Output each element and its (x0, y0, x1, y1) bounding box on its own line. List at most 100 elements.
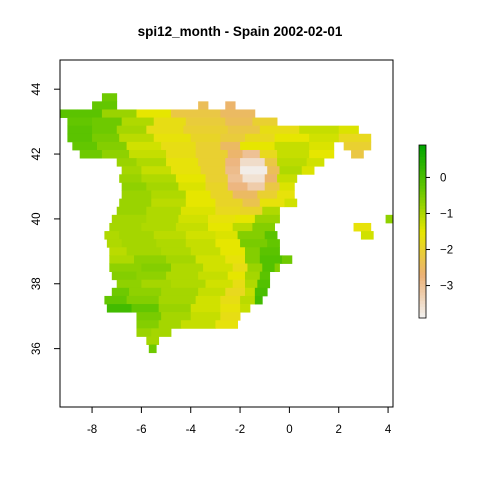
raster-cell (220, 312, 241, 321)
raster-cell (309, 133, 340, 143)
raster-cell (136, 271, 167, 281)
raster-cell (240, 158, 266, 167)
raster-cell (227, 174, 243, 183)
raster-cell (111, 287, 130, 297)
raster-cell (180, 206, 216, 216)
raster-cell (106, 304, 132, 313)
raster-cell (220, 133, 246, 143)
raster-cell (277, 158, 308, 167)
colorbar-swatch (419, 228, 426, 232)
raster-cell (259, 198, 285, 208)
raster-cell (153, 117, 187, 127)
raster-cell (166, 255, 197, 264)
x-tick-label: -4 (186, 424, 197, 436)
raster-cell (215, 231, 238, 240)
raster-cell (232, 263, 248, 273)
raster-cell (185, 198, 216, 208)
raster-cell (134, 255, 167, 264)
colorbar-swatch (419, 153, 426, 158)
raster-cell (119, 231, 155, 240)
colorbar-swatch (419, 165, 426, 169)
raster-cell (190, 304, 221, 313)
colorbar-swatch (419, 185, 426, 189)
colorbar-swatch (419, 289, 426, 293)
raster-cell (264, 231, 278, 240)
y-axis: 36 38 40 42 44 (31, 82, 60, 355)
raster-cell (121, 239, 157, 248)
raster-cell (232, 190, 258, 200)
raster-cell (309, 141, 335, 151)
raster-cell (126, 295, 160, 305)
raster-cell (225, 101, 236, 110)
colorbar-swatch (419, 211, 426, 215)
raster-cell (136, 328, 152, 337)
raster-cell (245, 133, 275, 143)
raster-cell (252, 117, 278, 127)
raster-cell (175, 222, 209, 232)
colorbar-swatch (419, 260, 426, 264)
colorbar-swatch (419, 179, 426, 183)
colorbar-swatch (419, 234, 426, 238)
colorbar-swatch (419, 145, 426, 149)
colorbar-swatch (419, 309, 426, 313)
colorbar-swatch (419, 286, 426, 290)
raster-cell (92, 101, 118, 110)
raster-cell (111, 271, 137, 281)
raster-cell (119, 198, 152, 208)
raster-cell (79, 149, 103, 159)
raster-cell (245, 279, 258, 289)
raster-cell (116, 206, 147, 216)
raster-cell (351, 149, 364, 159)
colorbar-swatch (419, 196, 426, 201)
raster-cell (121, 166, 142, 175)
raster-cell (161, 287, 199, 297)
raster-cell (195, 295, 221, 305)
colorbar-swatch (419, 208, 426, 212)
raster-cell (121, 190, 152, 200)
raster-cell (205, 174, 229, 183)
colorbar-swatch (419, 231, 426, 235)
raster-cell (198, 158, 226, 167)
raster-cell (153, 133, 192, 143)
raster-cell (67, 133, 93, 143)
raster-cell (220, 304, 241, 313)
x-tick-label: -8 (87, 424, 97, 436)
raster-cell (240, 141, 275, 151)
x-tick-label: -6 (136, 424, 146, 436)
raster-cell (227, 149, 243, 159)
raster-cell (242, 198, 261, 208)
raster-cell (220, 141, 241, 151)
colorbar-swatch (419, 274, 426, 279)
raster-cell (161, 312, 192, 321)
raster-cell (360, 231, 374, 240)
raster-cell (267, 239, 280, 248)
raster-cell (245, 255, 261, 264)
raster-cell (185, 231, 216, 240)
raster-cell (185, 117, 226, 127)
raster-cell (97, 141, 127, 151)
raster-cell (126, 141, 162, 151)
raster-cell (210, 190, 234, 200)
colorbar-swatch (419, 303, 426, 307)
raster-cell (146, 206, 182, 216)
raster-cell (259, 247, 280, 256)
colorbar-tick-label: −3 (440, 281, 453, 293)
raster-cell (274, 133, 310, 143)
raster-cell (171, 263, 204, 273)
raster-cell (104, 231, 120, 240)
colorbar-tick-label: −1 (440, 208, 453, 220)
raster-cell (225, 158, 241, 167)
raster-cell (178, 214, 209, 224)
raster-cell (119, 133, 155, 143)
colorbar-swatch (419, 205, 426, 209)
raster-cell (101, 109, 137, 118)
raster-cell (232, 222, 253, 232)
raster-cell (136, 320, 160, 329)
raster-cell (200, 166, 226, 175)
raster-cell (282, 255, 293, 264)
raster-cell (146, 125, 184, 135)
raster-cell (225, 287, 246, 297)
colorbar-swatch (419, 217, 426, 221)
raster-cell (158, 304, 192, 313)
